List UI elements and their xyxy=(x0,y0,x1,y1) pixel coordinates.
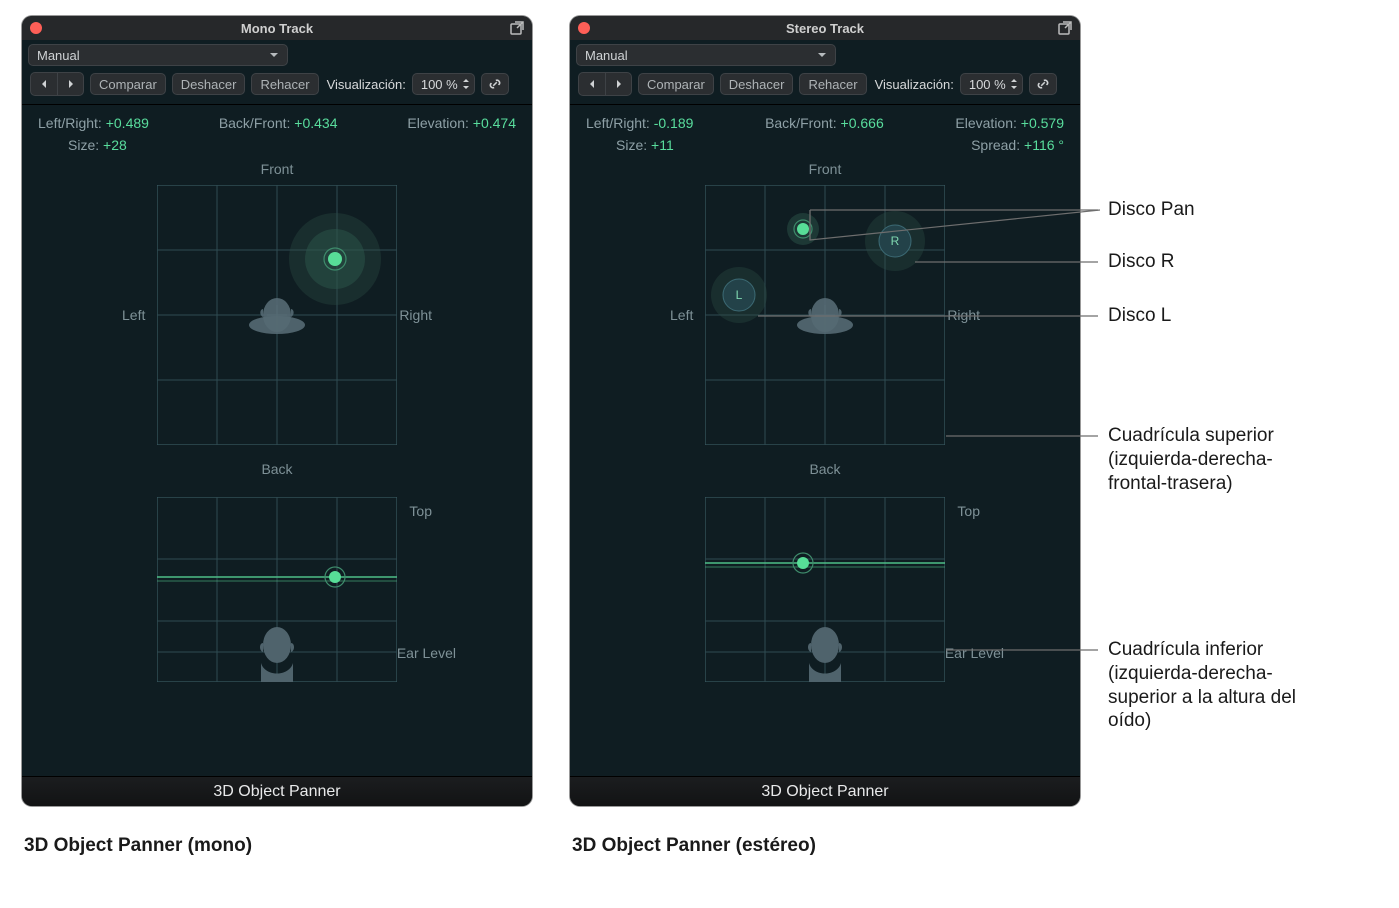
next-button[interactable] xyxy=(57,73,83,95)
size-value[interactable]: +11 xyxy=(651,137,674,153)
mono-title: Mono Track xyxy=(22,21,532,36)
preset-select[interactable]: Manual xyxy=(576,44,836,66)
left-label: Left xyxy=(670,307,693,323)
stage: Mono Track Manual Comparar Deshacer Reha… xyxy=(10,10,1399,898)
lr-value[interactable]: -0.189 xyxy=(654,115,694,131)
lr-value[interactable]: +0.489 xyxy=(106,115,149,131)
nav-seg xyxy=(578,72,632,96)
view-label: Visualización: xyxy=(327,77,406,92)
el-label: Elevation: xyxy=(407,115,468,131)
stereo-caption: 3D Object Panner (estéreo) xyxy=(572,835,816,857)
right-label: Right xyxy=(947,307,980,323)
bf-value[interactable]: +0.666 xyxy=(841,115,884,131)
stereo-readouts2: Size: +11 Spread: +116 ° xyxy=(570,131,1080,157)
ear-label: Ear Level xyxy=(397,645,456,661)
el-value[interactable]: +0.579 xyxy=(1021,115,1064,131)
popout-icon[interactable] xyxy=(1058,21,1072,35)
bf-label: Back/Front: xyxy=(765,115,837,131)
stereo-preset-row: Manual xyxy=(570,40,1080,68)
front-label: Front xyxy=(22,161,532,177)
spread-label: Spread: xyxy=(971,137,1020,153)
size-label: Size: xyxy=(616,137,647,153)
bf-value[interactable]: +0.434 xyxy=(294,115,337,131)
close-icon[interactable] xyxy=(30,22,42,34)
redo-button[interactable]: Rehacer xyxy=(799,73,866,95)
callout-pan: Disco Pan xyxy=(1108,198,1195,222)
redo-button[interactable]: Rehacer xyxy=(251,73,318,95)
undo-button[interactable]: Deshacer xyxy=(172,73,246,95)
view-label: Visualización: xyxy=(875,77,954,92)
nav-seg xyxy=(30,72,84,96)
stereo-bot-pad: Top Ear Level xyxy=(570,485,1080,695)
mono-top-pad: Front Back Left Right xyxy=(22,157,532,477)
right-label: Right xyxy=(399,307,432,323)
lr-label: Left/Right: xyxy=(38,115,102,131)
zoom-value: 100 % xyxy=(421,77,458,92)
bf-label: Back/Front: xyxy=(219,115,291,131)
popout-icon[interactable] xyxy=(510,21,524,35)
zoom-value: 100 % xyxy=(969,77,1006,92)
mono-top-grid[interactable] xyxy=(157,185,397,445)
top-label: Top xyxy=(409,503,432,519)
mono-panel: Mono Track Manual Comparar Deshacer Reha… xyxy=(22,16,532,806)
stereo-top-pad: Front Back Left Right xyxy=(570,157,1080,477)
link-button[interactable] xyxy=(1029,73,1057,95)
front-label: Front xyxy=(570,161,1080,177)
preset-value: Manual xyxy=(585,48,628,63)
top-label: Top xyxy=(957,503,980,519)
compare-button[interactable]: Comparar xyxy=(638,73,714,95)
mono-readouts2: Size: +28 xyxy=(22,131,532,157)
size-value[interactable]: +28 xyxy=(103,137,127,153)
left-label: Left xyxy=(122,307,145,323)
preset-value: Manual xyxy=(37,48,80,63)
mono-bot-pad: Top Ear Level xyxy=(22,485,532,695)
prev-button[interactable] xyxy=(31,73,57,95)
zoom-select[interactable]: 100 % xyxy=(412,73,475,95)
chevron-down-icon xyxy=(269,48,279,63)
chevron-down-icon xyxy=(817,48,827,63)
stereo-bot-grid[interactable] xyxy=(705,497,945,682)
close-icon[interactable] xyxy=(578,22,590,34)
stereo-title: Stereo Track xyxy=(570,21,1080,36)
ear-label: Ear Level xyxy=(945,645,1004,661)
zoom-select[interactable]: 100 % xyxy=(960,73,1023,95)
el-label: Elevation: xyxy=(955,115,1016,131)
mono-caption: 3D Object Panner (mono) xyxy=(24,835,252,857)
mono-preset-row: Manual xyxy=(22,40,532,68)
mono-readouts: Left/Right: +0.489 Back/Front: +0.434 El… xyxy=(22,105,532,131)
preset-select[interactable]: Manual xyxy=(28,44,288,66)
stereo-panel: Stereo Track Manual Comparar Deshacer Re… xyxy=(570,16,1080,806)
undo-button[interactable]: Deshacer xyxy=(720,73,794,95)
compare-button[interactable]: Comparar xyxy=(90,73,166,95)
back-label: Back xyxy=(22,461,532,477)
mono-toolbar: Comparar Deshacer Rehacer Visualización:… xyxy=(22,68,532,105)
svg-text:R: R xyxy=(891,234,900,248)
spread-value[interactable]: +116 ° xyxy=(1024,137,1064,153)
el-value[interactable]: +0.474 xyxy=(473,115,516,131)
stereo-top-grid[interactable]: R L xyxy=(705,185,945,445)
svg-text:L: L xyxy=(736,288,743,302)
callout-l: Disco L xyxy=(1108,304,1171,328)
callout-r: Disco R xyxy=(1108,250,1175,274)
mono-bot-grid[interactable] xyxy=(157,497,397,682)
stereo-footer: 3D Object Panner xyxy=(570,776,1080,806)
callout-botgrid: Cuadrícula inferior (izquierda-derecha-s… xyxy=(1108,638,1328,733)
back-label: Back xyxy=(570,461,1080,477)
mono-titlebar: Mono Track xyxy=(22,16,532,40)
size-label: Size: xyxy=(68,137,99,153)
mono-footer: 3D Object Panner xyxy=(22,776,532,806)
stereo-toolbar: Comparar Deshacer Rehacer Visualización:… xyxy=(570,68,1080,105)
callout-topgrid: Cuadrícula superior (izquierda-derecha-f… xyxy=(1108,424,1328,495)
next-button[interactable] xyxy=(605,73,631,95)
lr-label: Left/Right: xyxy=(586,115,650,131)
stereo-titlebar: Stereo Track xyxy=(570,16,1080,40)
link-button[interactable] xyxy=(481,73,509,95)
stereo-readouts: Left/Right: -0.189 Back/Front: +0.666 El… xyxy=(570,105,1080,131)
prev-button[interactable] xyxy=(579,73,605,95)
